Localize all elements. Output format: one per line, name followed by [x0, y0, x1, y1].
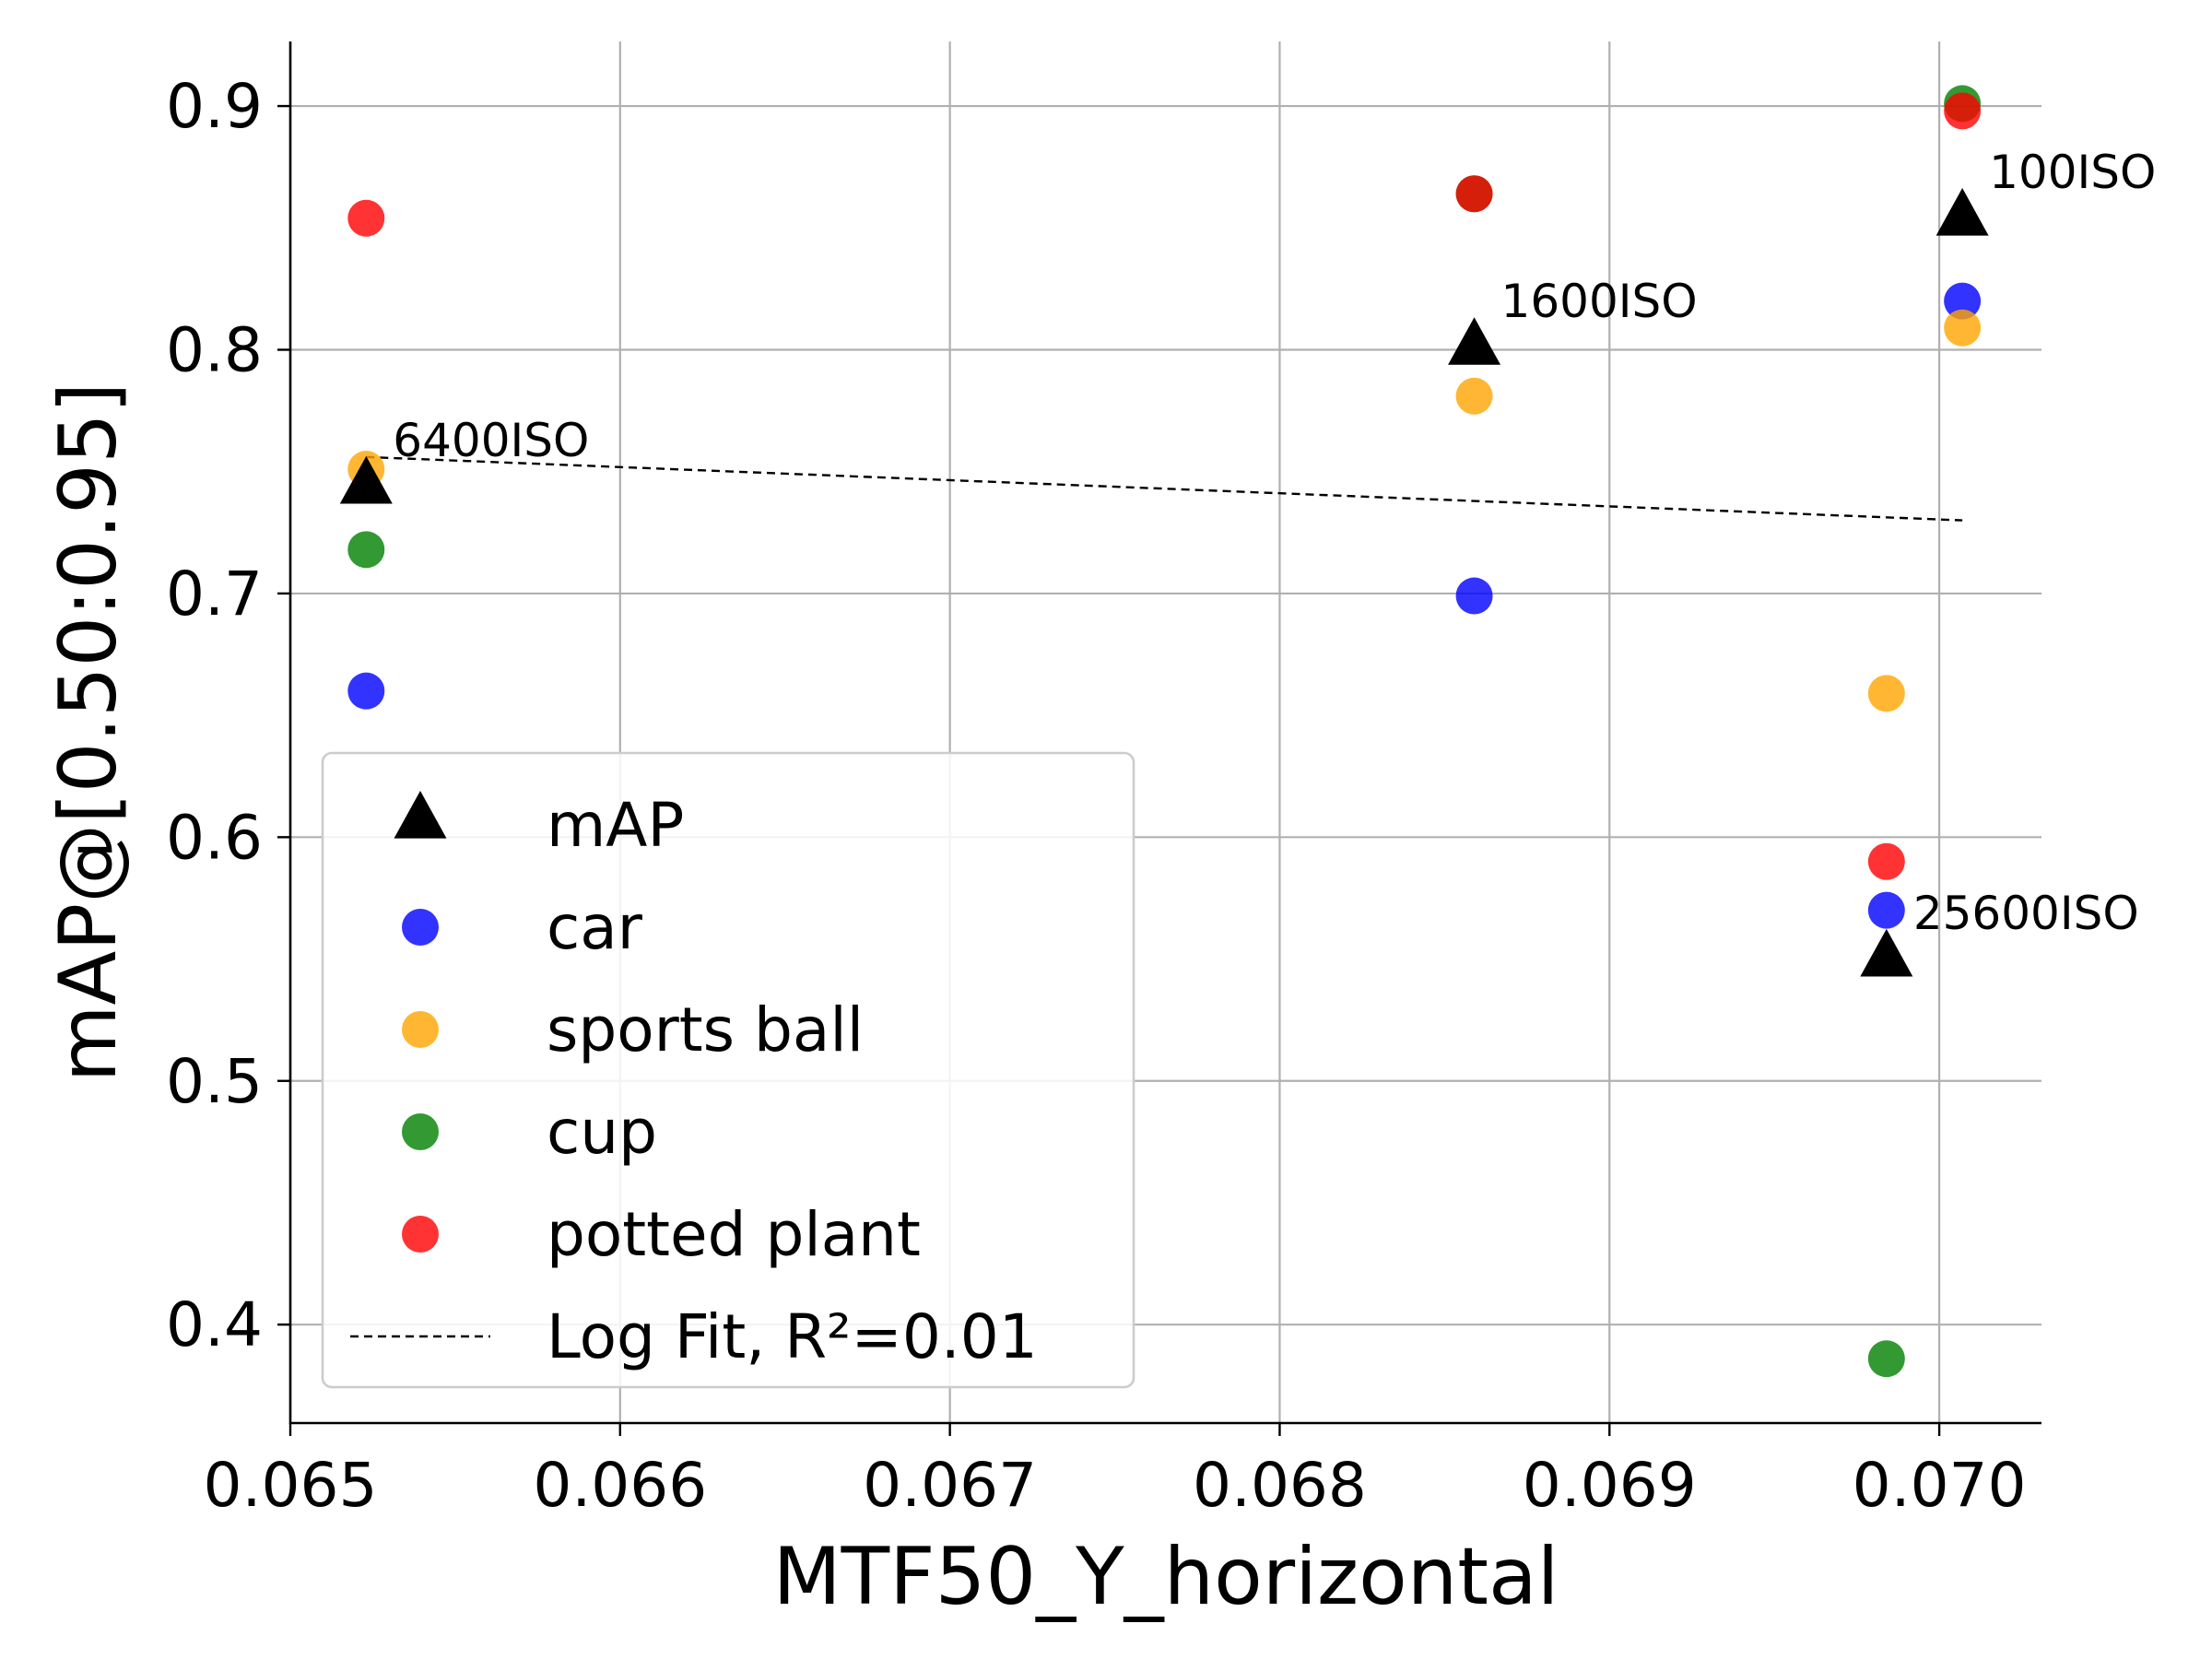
- data-points: [339, 85, 1989, 1378]
- x-tick-label: 0.065: [204, 1450, 378, 1521]
- y-tick-label: 0.4: [166, 1289, 263, 1360]
- iso-annotation: 1600ISO: [1501, 275, 1698, 328]
- legend-car-label: car: [547, 892, 643, 963]
- y-tick-label: 0.6: [166, 802, 263, 873]
- car-point: [347, 672, 385, 710]
- y-tick-label: 0.8: [166, 314, 263, 385]
- legend: mAP car sports ball cup potted plant Log Fit,…: [321, 751, 1135, 1389]
- legend-sports-ball-marker: [402, 1011, 439, 1048]
- legend-potted-plant-marker: [402, 1216, 439, 1253]
- sports-ball-point: [1944, 309, 1982, 347]
- legend-potted-plant-label: potted plant: [547, 1199, 921, 1270]
- legend-box: [321, 751, 1135, 1389]
- cup-point: [347, 531, 385, 569]
- map-triangle-point: [1936, 188, 1989, 236]
- potted-plant-point: [1455, 175, 1493, 213]
- iso-annotation: 25600ISO: [1913, 887, 2139, 940]
- legend-sports-ball-label: sports ball: [547, 994, 864, 1065]
- sports-ball-point: [1455, 377, 1493, 415]
- axes: 0.065 0.066 0.067 0.068 0.069 0.070 0.4 0.5 0.6 0…: [166, 41, 2041, 1521]
- axis-spines: [288, 41, 2041, 1425]
- legend-map-marker: [394, 791, 447, 839]
- point-annotations: 6400ISO 1600ISO 100ISO 25600ISO: [393, 146, 2156, 940]
- legend-car-marker: [402, 909, 439, 946]
- x-tick-label: 0.070: [1853, 1450, 2027, 1521]
- x-tick-label: 0.068: [1193, 1450, 1367, 1521]
- x-axis-label: MTF50_Y_horizontal: [772, 1531, 1559, 1623]
- x-tick-label: 0.067: [863, 1450, 1037, 1521]
- car-point: [1867, 891, 1905, 929]
- potted-plant-point: [1944, 92, 1982, 130]
- sports-ball-point: [1867, 675, 1905, 712]
- map-triangle-point: [339, 455, 393, 504]
- car-point: [1455, 577, 1493, 615]
- y-tick-label: 0.9: [166, 71, 263, 142]
- map-triangle-point: [1448, 317, 1501, 365]
- y-axis-label: mAP@[0.50:0.95]: [42, 382, 135, 1083]
- y-tick-label: 0.5: [166, 1046, 263, 1117]
- legend-map-label: mAP: [547, 790, 684, 861]
- cup-point: [1867, 1340, 1905, 1378]
- y-tick-label: 0.7: [166, 559, 263, 629]
- fit-line-layer: [366, 455, 1963, 522]
- iso-annotation: 100ISO: [1989, 146, 2156, 199]
- x-tick-label: 0.069: [1523, 1450, 1697, 1521]
- potted-plant-point: [347, 199, 385, 237]
- log-fit-line: [366, 455, 1963, 522]
- map-triangle-point: [1860, 928, 1913, 977]
- legend-fit-label: Log Fit, R²=0.01: [547, 1301, 1038, 1372]
- iso-annotation: 6400ISO: [393, 414, 589, 467]
- potted-plant-point: [1867, 842, 1905, 880]
- car-point: [1944, 282, 1982, 320]
- legend-cup-label: cup: [547, 1097, 657, 1168]
- legend-cup-marker: [402, 1113, 439, 1150]
- x-tick-label: 0.066: [533, 1450, 707, 1521]
